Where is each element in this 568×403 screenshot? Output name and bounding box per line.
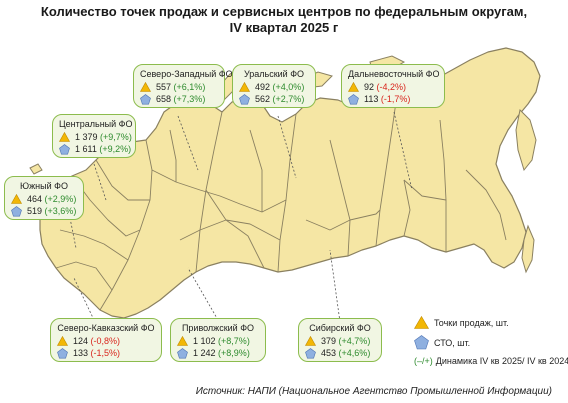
district-box-sib: Сибирский ФО 379 (+4,7%) 453 (+4,6%) <box>298 318 382 362</box>
service-change: (-1,5%) <box>90 348 121 358</box>
leader-lines <box>69 111 413 323</box>
district-name: Уральский ФО <box>243 69 305 79</box>
district-box-dv: Дальневосточный ФО 92 (-4,2%) 113 (-1,7%… <box>341 64 445 108</box>
triangle-icon <box>59 132 71 142</box>
service-count: 1 242 <box>193 348 216 358</box>
triangle-icon <box>414 316 430 329</box>
pentagon-icon <box>11 205 23 217</box>
map-title: Количество точек продаж и сервисных цент… <box>0 4 568 36</box>
kaliningrad <box>29 163 43 175</box>
sales-change: (+4,7%) <box>338 336 371 346</box>
pentagon-icon <box>239 93 251 105</box>
triangle-icon <box>57 336 69 346</box>
legend-service-label: СТО, шт. <box>434 337 471 348</box>
district-box-center: Центральный ФО 1 379 (+9,7%) 1 611 (+9,2… <box>52 114 136 158</box>
sales-change: (-0,8%) <box>90 336 121 346</box>
service-change: (+8,9%) <box>218 348 250 358</box>
legend-dynamics-symbol: (–/+) <box>414 356 433 366</box>
pentagon-icon <box>414 335 430 350</box>
source-note: Источник: НАПИ (Национальное Агентство П… <box>195 386 552 397</box>
legend-dynamics-label: Динамика IV кв 2025/ IV кв 2024 <box>435 356 568 366</box>
triangle-icon <box>348 82 360 92</box>
triangle-icon <box>239 82 251 92</box>
district-name: Северо-Западный ФО <box>140 69 233 79</box>
district-borders <box>55 87 507 311</box>
title-line-1: Количество точек продаж и сервисных цент… <box>40 4 528 19</box>
service-change: (+4,6%) <box>338 348 371 358</box>
triangle-icon <box>140 82 152 92</box>
sales-change: (+2,9%) <box>44 194 77 204</box>
triangle-icon <box>305 336 317 346</box>
legend-sales-label: Точки продаж, шт. <box>434 317 509 328</box>
pentagon-icon <box>57 347 69 359</box>
sales-change: (+9,7%) <box>100 132 132 142</box>
kamchatka <box>515 108 537 172</box>
sales-count: 1 102 <box>193 336 216 346</box>
service-change: (+9,2%) <box>99 144 132 154</box>
district-name: Центральный ФО <box>59 119 133 129</box>
sales-count: 557 <box>156 82 172 92</box>
district-box-privolzh: Приволжский ФО 1 102 (+8,7%) 1 242 (+8,9… <box>170 318 266 362</box>
service-count: 133 <box>73 348 89 358</box>
service-count: 113 <box>364 94 379 104</box>
service-count: 453 <box>321 348 337 358</box>
district-box-skfo: Северо-Кавказский ФО 124 (-0,8%) 133 (-1… <box>50 318 162 362</box>
district-name: Южный ФО <box>20 181 68 191</box>
district-box-sz: Северо-Западный ФО 557 (+6,1%) 658 (+7,3… <box>133 64 233 108</box>
service-count: 1 611 <box>75 144 97 154</box>
district-box-ural: Уральский ФО 492 (+4,0%) 562 (+2,7%) <box>232 64 316 108</box>
triangle-icon <box>177 336 189 346</box>
service-count: 658 <box>156 94 172 104</box>
sales-change: (+8,7%) <box>218 336 250 346</box>
sales-change: (-4,2%) <box>376 82 407 92</box>
service-change: (-1,7%) <box>380 94 411 104</box>
district-name: Дальневосточный ФО <box>348 69 440 79</box>
pentagon-icon <box>348 93 360 105</box>
sales-change: (+6,1%) <box>173 82 206 92</box>
pentagon-icon <box>59 143 71 155</box>
title-line-2: IV квартал 2025 г <box>229 20 339 35</box>
service-change: (+2,7%) <box>272 94 305 104</box>
sales-count: 464 <box>27 194 43 204</box>
pentagon-icon <box>177 347 189 359</box>
service-change: (+3,6%) <box>44 206 77 216</box>
pentagon-icon <box>305 347 317 359</box>
district-name: Сибирский ФО <box>309 323 371 333</box>
sales-count: 124 <box>73 336 89 346</box>
sales-count: 92 <box>364 82 375 92</box>
district-name: Приволжский ФО <box>181 323 255 333</box>
pentagon-icon <box>140 93 152 105</box>
sakhalin-island <box>521 224 535 274</box>
sales-count: 492 <box>255 82 271 92</box>
district-box-south: Южный ФО 464 (+2,9%) 519 (+3,6%) <box>4 176 84 220</box>
sales-count: 1 379 <box>75 132 98 142</box>
service-change: (+7,3%) <box>173 94 206 104</box>
legend: Точки продаж, шт. СТО, шт. (–/+) Динамика… <box>414 316 568 372</box>
district-name: Северо-Кавказский ФО <box>57 323 155 333</box>
service-count: 519 <box>27 206 43 216</box>
service-count: 562 <box>255 94 271 104</box>
triangle-icon <box>11 194 23 204</box>
sales-count: 379 <box>321 336 337 346</box>
sales-change: (+4,0%) <box>272 82 305 92</box>
